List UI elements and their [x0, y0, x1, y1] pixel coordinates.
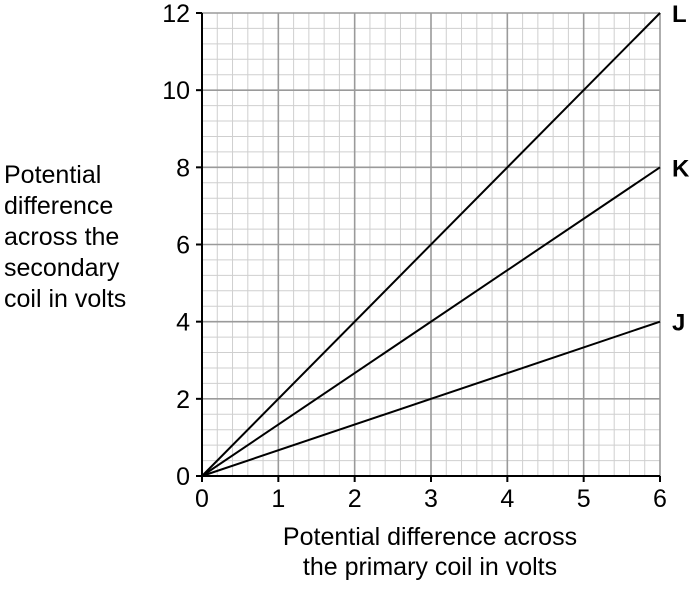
x-tick-label: 0: [195, 485, 209, 513]
y-axis-label-line: coil in volts: [4, 285, 127, 313]
series-line: [201, 12, 661, 477]
y-tick-label: 2: [176, 386, 190, 414]
series-label: L: [672, 1, 687, 28]
y-tick-label: 6: [176, 232, 190, 260]
series-label: K: [672, 155, 690, 182]
series-lines: [201, 12, 661, 477]
y-axis-label-line: secondary: [4, 254, 120, 282]
x-tick-label: 3: [424, 485, 438, 513]
y-tick-label: 0: [176, 463, 190, 491]
x-tick-label: 4: [500, 485, 514, 513]
y-axis-label-line: difference: [4, 192, 114, 220]
y-tick-label: 12: [162, 0, 190, 28]
y-tick-label: 4: [176, 309, 190, 337]
x-tick-label: 5: [577, 485, 591, 513]
series-labels: J K L: [672, 1, 690, 337]
x-axis-label: Potential difference across the primary …: [200, 522, 660, 582]
y-tick-label: 8: [176, 154, 190, 182]
x-tick-label: 1: [271, 485, 285, 513]
x-tick-label: 2: [348, 485, 362, 513]
y-axis-label-line: across the: [4, 223, 120, 251]
series-label: J: [672, 310, 685, 337]
series-line: [201, 166, 661, 477]
x-tick-label: 6: [653, 485, 667, 513]
y-axis-label-line: Potential: [4, 161, 102, 189]
axes: [196, 12, 661, 482]
y-axis-label: Potential difference across the secondar…: [4, 160, 154, 315]
x-axis-label-line: Potential difference across: [282, 523, 578, 551]
y-tick-label: 10: [162, 77, 190, 105]
x-axis-label-line: the primary coil in volts: [302, 553, 558, 581]
series-line: [201, 320, 661, 477]
